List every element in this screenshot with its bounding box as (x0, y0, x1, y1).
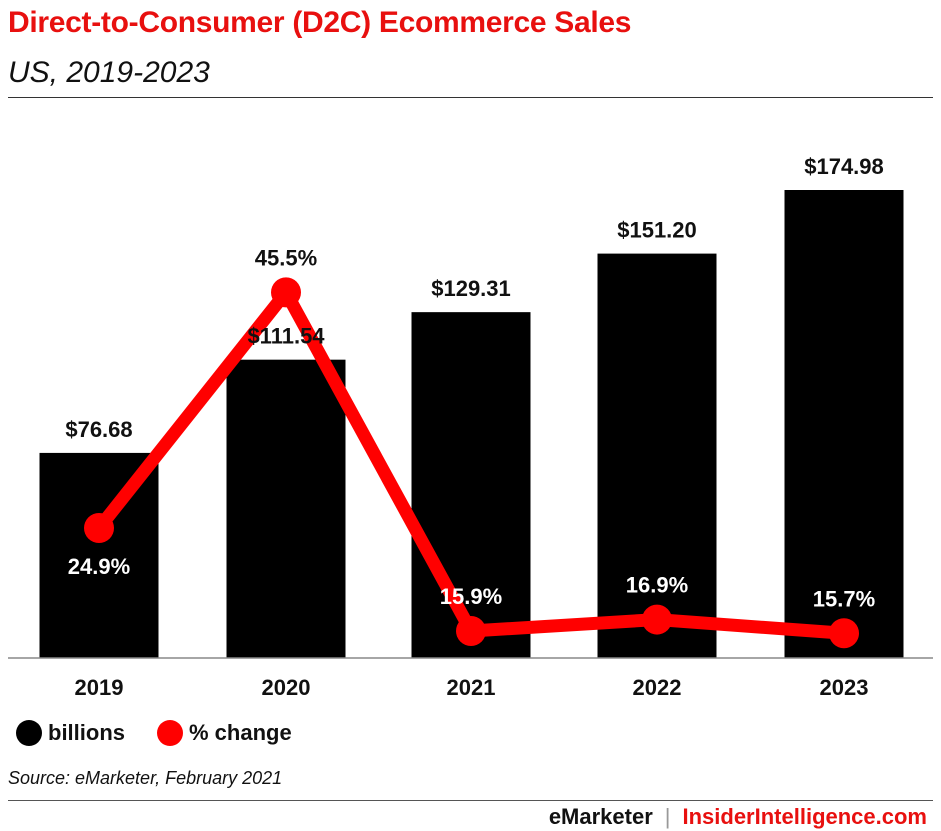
x-tick-2021: 2021 (447, 675, 496, 700)
legend-swatch-billions (16, 720, 42, 746)
footer-divider (8, 800, 933, 801)
percent-point-2019 (84, 513, 114, 544)
footer: eMarketer | InsiderIntelligence.com (549, 804, 927, 830)
bar-label-2022: $151.20 (617, 218, 697, 243)
percent-point-2023 (829, 618, 859, 649)
percent-point-2021 (456, 616, 486, 647)
legend-item-billions: billions (16, 720, 125, 746)
percent-label-2020: 45.5% (255, 245, 317, 270)
bar-label-2019: $76.68 (65, 417, 132, 442)
bar-2023 (784, 190, 904, 658)
percent-label-2021: 15.9% (440, 584, 502, 609)
x-tick-2022: 2022 (633, 675, 682, 700)
legend: billions % change (16, 720, 324, 746)
bar-label-2020: $111.54 (247, 324, 325, 349)
chart-subtitle: US, 2019-2023 (8, 56, 210, 89)
percent-point-2022 (642, 604, 672, 635)
bar-2022 (597, 253, 717, 658)
percent-label-2019: 24.9% (68, 554, 130, 579)
legend-label-billions: billions (48, 720, 125, 745)
header-divider (8, 97, 933, 98)
footer-brand-insiderintelligence: InsiderIntelligence.com (682, 804, 927, 829)
chart-title: Direct-to-Consumer (D2C) Ecommerce Sales (8, 6, 632, 39)
bar-label-2021: $129.31 (431, 276, 511, 301)
percent-label-2023: 15.7% (813, 586, 875, 611)
bar-label-2023: $174.98 (804, 154, 884, 179)
legend-swatch-percent-change (157, 720, 183, 746)
legend-item-percent-change: % change (157, 720, 292, 746)
legend-label-percent-change: % change (189, 720, 292, 745)
x-tick-2023: 2023 (820, 675, 869, 700)
bar-line-chart: $76.68 $111.54 $129.31 $151.20 $174.98 24.9% 4… (8, 154, 933, 700)
x-tick-2019: 2019 (75, 675, 124, 700)
percent-label-2022: 16.9% (626, 573, 688, 598)
footer-brand-emarketer: eMarketer (548, 804, 653, 829)
x-tick-2020: 2020 (262, 675, 311, 700)
bar-2021 (411, 312, 531, 658)
percent-point-2020 (271, 277, 301, 308)
bar-2020 (226, 359, 346, 658)
source-note: Source: eMarketer, February 2021 (8, 768, 283, 788)
footer-separator: | (664, 804, 671, 829)
